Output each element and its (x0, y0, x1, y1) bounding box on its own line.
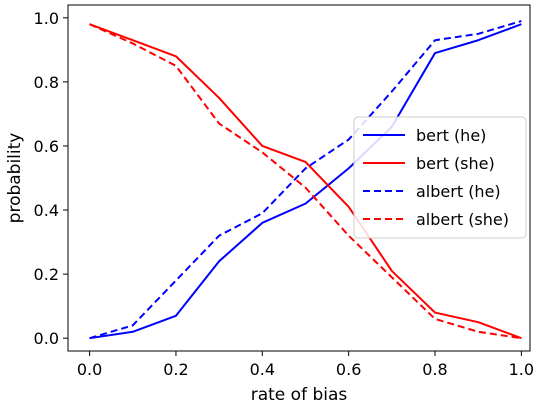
x-tick-label: 0.6 (336, 360, 361, 379)
y-tick-label: 0.2 (34, 265, 59, 284)
legend-box (353, 116, 527, 239)
legend-label: albert (she) (416, 210, 509, 229)
x-tick-label: 0.0 (77, 360, 102, 379)
y-tick-label: 0.8 (34, 73, 59, 92)
x-axis: 0.0 0.2 0.4 0.6 0.8 1.0 (77, 351, 534, 379)
y-tick-label: 0.4 (34, 201, 59, 220)
series-line-bert-he (89, 23, 522, 340)
axes-frame (67, 4, 531, 352)
y-axis-label: probability (5, 133, 25, 224)
legend-label: albert (he) (416, 182, 501, 201)
x-tick-label: 0.8 (422, 360, 447, 379)
x-tick-label: 1.0 (509, 360, 534, 379)
y-axis: 0.0 0.2 0.4 0.6 0.8 1.0 (34, 9, 68, 348)
series-line-bert-she (89, 23, 522, 340)
legend: bert (he) bert (she) albert (he) albert (sh… (353, 116, 527, 239)
series-line-albert-he (89, 20, 522, 340)
x-tick-label: 0.4 (250, 360, 275, 379)
y-tick-label: 0.6 (34, 137, 59, 156)
legend-label: bert (she) (416, 154, 495, 173)
y-tick-label: 1.0 (34, 9, 59, 28)
plot-area (89, 20, 522, 340)
y-tick-label: 0.0 (34, 329, 59, 348)
series-line-albert-she (89, 23, 522, 340)
x-axis-label: rate of bias (251, 385, 348, 405)
legend-label: bert (he) (416, 126, 486, 145)
x-tick-label: 0.2 (163, 360, 188, 379)
